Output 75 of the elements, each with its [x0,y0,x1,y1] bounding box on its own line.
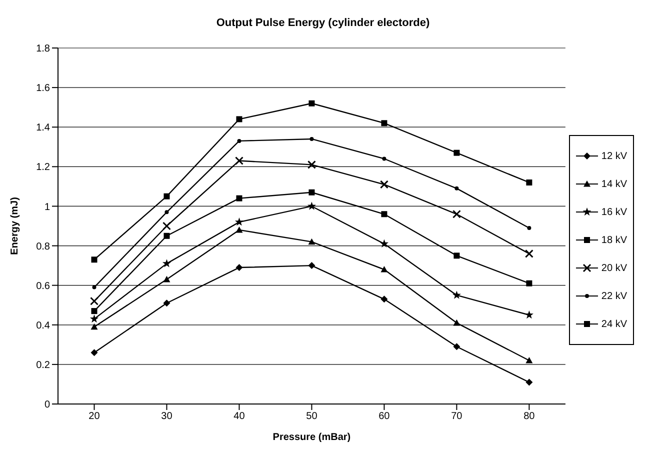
legend-label: 24 kV [601,318,627,330]
point [164,210,169,214]
legend-label: 16 kV [601,206,627,218]
point [163,300,170,307]
point [308,189,315,196]
x-tick-label: 40 [234,411,246,422]
legend-label: 12 kV [601,150,627,162]
y-tick-label: 0.2 [36,360,50,371]
x-tick-label: 80 [524,411,536,422]
point [526,378,533,386]
point [524,249,534,258]
point [163,276,170,282]
point [91,308,98,314]
point [526,179,532,186]
point [381,120,388,126]
point [380,180,388,189]
chart-title: Output Pulse Energy (cylinder electorde) [215,16,431,31]
y-tick-label: 1 [44,202,50,213]
y-tick-label: 0.8 [36,241,50,252]
point [380,296,388,303]
y-tick-label: 1.2 [36,162,50,174]
y-tick-label: 0.4 [36,320,50,332]
point [452,290,461,299]
y-tick-label: 1.6 [36,83,50,94]
point [90,323,98,330]
point [380,266,388,272]
point [90,349,98,356]
x-tick-label: 50 [306,411,318,422]
point [308,100,315,106]
y-axis-title: Energy (mJ) [10,197,21,255]
point [526,356,533,364]
point [236,195,242,202]
point [307,160,316,169]
point [454,150,460,156]
point [92,285,96,290]
y-tick-label: 0.6 [36,280,50,292]
point [308,238,316,245]
point [91,256,98,263]
point [381,211,388,218]
point [454,252,460,259]
point [452,210,461,218]
point [237,138,242,143]
y-tick-label: 0 [44,400,50,411]
point [236,116,242,122]
x-tick-label: 60 [378,411,390,422]
legend-label: 14 kV [601,178,627,190]
point [234,156,244,165]
legend-label: 20 kV [601,262,627,274]
point [90,314,99,323]
point [307,202,316,210]
point [527,226,532,230]
x-tick-label: 30 [161,411,173,422]
point [236,264,243,272]
point [382,156,386,161]
point [164,232,170,239]
legend-label: 22 kV [601,290,627,302]
point [453,343,460,350]
point [236,226,243,233]
x-axis-title: Pressure (mBar) [272,432,351,443]
point [310,136,314,141]
point [454,186,459,190]
point [308,262,316,270]
y-tick-label: 1.8 [36,44,50,55]
point [380,239,388,248]
point [162,259,172,268]
y-tick-label: 1.4 [36,122,50,134]
legend-label: 18 kV [601,234,627,246]
point [90,296,98,306]
point [164,193,170,200]
point [162,222,171,230]
point [453,319,460,326]
point [234,218,244,226]
x-tick-label: 20 [88,411,100,422]
x-tick-label: 70 [451,411,463,422]
point [526,280,532,286]
